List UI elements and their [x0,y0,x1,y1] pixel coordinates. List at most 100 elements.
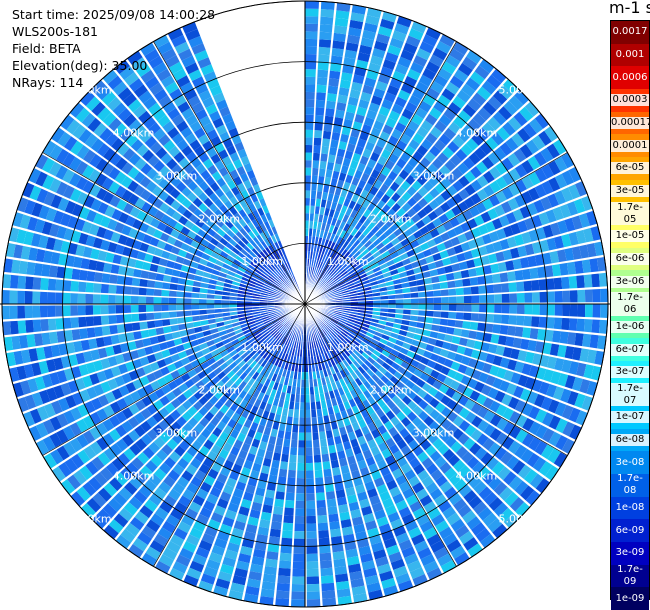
ray-separator [69,303,306,496]
ray-gate [134,259,144,270]
ray-gate [396,197,407,207]
ray-gate [400,180,411,191]
ray-gate [36,406,49,422]
ray-separator [8,240,306,305]
ray-gate [349,89,361,99]
ray-gate [305,182,311,191]
ray-gate [387,294,396,300]
ray-gate [397,115,410,127]
ray-gate [503,369,514,382]
ray-gate [366,255,375,263]
ray-gate [140,329,150,339]
ray-gate [493,313,502,324]
ray-gate [210,251,220,260]
ray-gate [101,177,114,191]
range-label: 5.00km [70,84,112,97]
ray-gate [221,263,231,271]
ray-gate [263,369,271,379]
ray-gate [82,149,96,164]
ray-gate [284,431,292,440]
ray-gate [255,282,264,288]
ray-gate [167,27,184,41]
ray-gate [259,223,267,232]
ray-gate [152,229,163,240]
ray-gate [210,416,221,427]
ray-gate [348,501,360,512]
ray-separator [304,2,338,305]
ray-gate [264,321,273,327]
ray-gate [120,342,130,354]
ray-gate [314,122,323,131]
ray-gate [176,404,187,416]
ray-gate [449,379,461,391]
ray-gate [375,113,388,124]
ray-gate [320,145,329,155]
ray-gate [341,214,350,223]
ray-gate [86,270,96,282]
ray-gate [135,438,148,451]
ray-gate [484,274,494,284]
ray-gate [282,328,289,336]
ray-gate [311,266,315,275]
ray-gate [138,287,147,296]
ray-gate [279,461,289,470]
ray-gate [105,346,115,357]
ray-gate [487,95,502,110]
ray-gate [488,343,498,354]
ray-gate [280,335,287,344]
ray-gate [3,258,13,274]
ray-gate [85,96,101,112]
ray-gate [198,304,207,310]
ray-gate [438,526,454,540]
ray-gate [308,228,313,237]
ray-gate [275,491,286,500]
ray-gate [321,361,327,370]
ray-gate [355,452,365,463]
ray-gate [265,489,276,499]
ray-gate [510,348,520,360]
ray-gate [234,396,244,406]
ray-gate [490,131,505,146]
ray-gate [78,281,87,293]
ray-gate [497,261,507,273]
ray-gate [164,55,180,68]
ray-gate [360,408,370,419]
ray-gate [476,127,490,141]
ray-gate [495,190,507,204]
ray-gate [364,574,380,586]
colorbar-cell: 1.7e-08 [611,473,649,497]
ray-gate [359,466,371,477]
ray-gate [600,288,608,303]
ray-gate [138,313,147,322]
ray-gate [360,236,369,245]
ray-gate [372,250,381,259]
ray-gate [538,211,550,226]
ray-gate [347,268,356,275]
ray-gate [260,273,269,280]
ray-gate [268,536,281,546]
ray-gate [206,78,220,90]
ray-gate [234,141,245,152]
ray-gate [321,590,336,599]
ray-gate [255,374,264,383]
ray-gate [309,205,315,214]
ray-gate [368,102,380,113]
ray-gate [129,443,142,457]
ray-gate [247,282,256,288]
ray-gate [323,176,332,186]
ray-gate [192,186,203,197]
ray-gate [305,462,314,471]
ray-gate [488,194,501,207]
ray-gate [198,90,212,102]
ray-gate [566,200,579,216]
ray-separator [3,303,306,337]
ray-gate [96,143,110,158]
ray-gate [233,202,243,213]
ray-gate [318,537,331,546]
ray-gate [35,171,48,187]
ray-gate [443,127,457,140]
ray-gate [396,15,412,28]
ray-gate [389,375,400,385]
ray-gate [128,544,145,559]
ray-gate [561,276,570,289]
